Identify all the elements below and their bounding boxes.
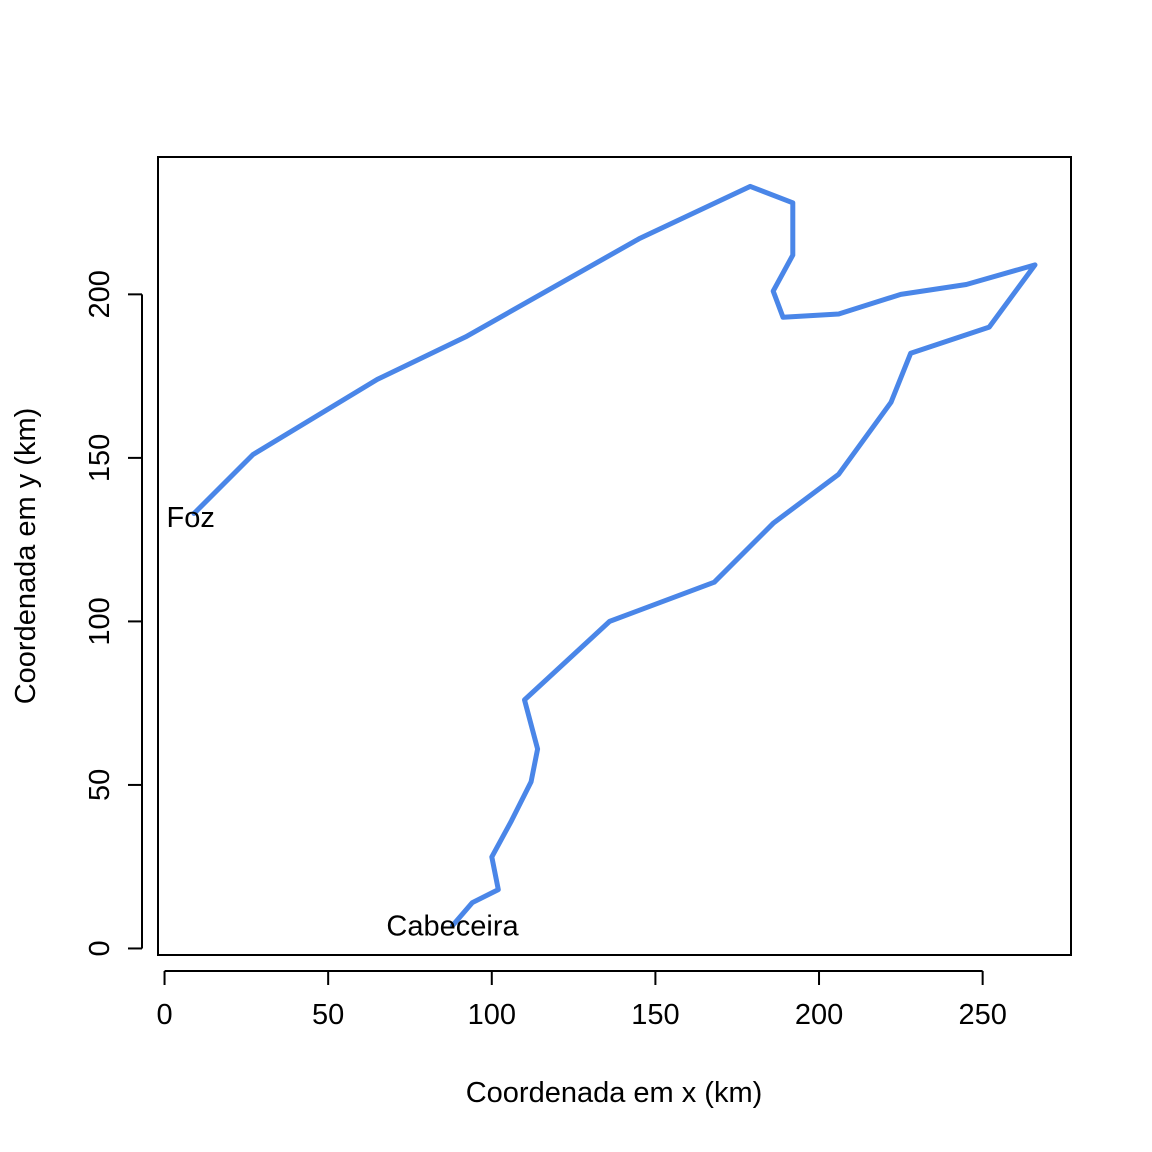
- x-tick-label: 0: [156, 999, 172, 1031]
- annotation-label: Foz: [167, 502, 215, 534]
- annotation-label: Cabeceira: [386, 911, 519, 943]
- y-tick-label: 0: [84, 940, 116, 956]
- annotations: Cabeceira Foz: [167, 502, 520, 943]
- y-tick-label: 100: [84, 597, 116, 645]
- x-tick-label: 50: [312, 999, 344, 1031]
- y-tick-label: 50: [84, 769, 116, 801]
- plot-frame: [157, 156, 1072, 956]
- y-axis-label: Coordenada em y (km): [10, 408, 42, 705]
- river-path-line: [191, 183, 1038, 929]
- x-axis: 0 50 100 150 200 250: [156, 970, 1007, 1031]
- x-tick-label: 200: [795, 999, 843, 1031]
- y-tick-label: 150: [84, 434, 116, 482]
- x-tick-label: 150: [631, 999, 679, 1031]
- y-tick-label: 200: [84, 270, 116, 318]
- x-axis-label: Coordenada em x (km): [466, 1077, 763, 1109]
- y-axis: 0 50 100 150 200: [84, 270, 143, 957]
- x-tick-label: 100: [468, 999, 516, 1031]
- x-tick-label: 250: [958, 999, 1006, 1031]
